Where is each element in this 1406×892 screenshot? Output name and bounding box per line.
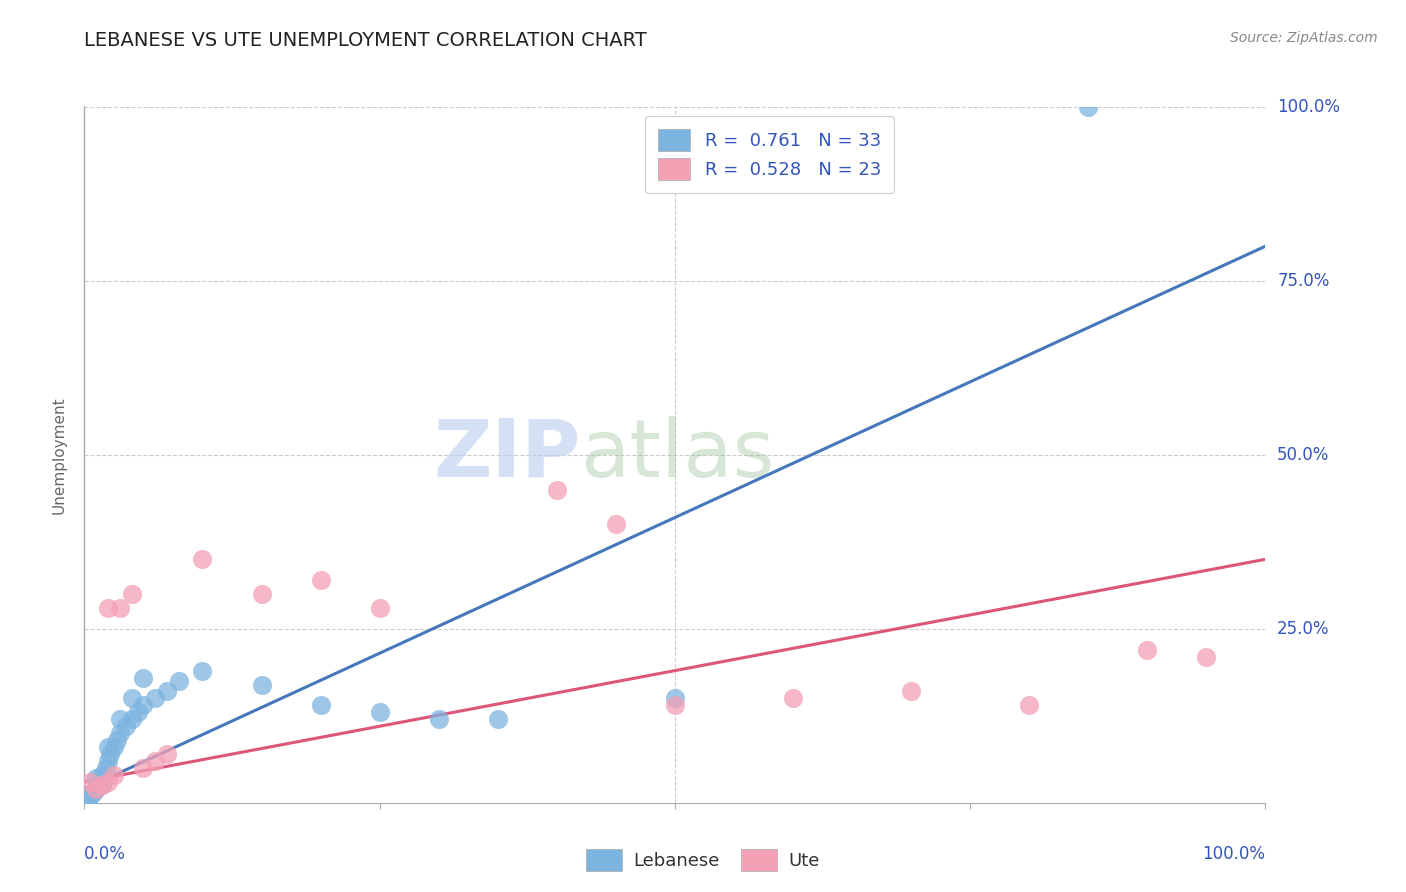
Point	[108, 712, 131, 726]
Point	[143, 691, 166, 706]
Point	[94, 761, 117, 775]
Text: Source: ZipAtlas.com: Source: ZipAtlas.com	[1230, 31, 1378, 45]
Point	[87, 775, 110, 789]
Point	[84, 781, 107, 796]
Point	[900, 684, 922, 698]
Point	[97, 775, 120, 789]
Point	[546, 483, 568, 497]
Text: LEBANESE VS UTE UNEMPLOYMENT CORRELATION CHART: LEBANESE VS UTE UNEMPLOYMENT CORRELATION…	[84, 31, 647, 50]
Point	[309, 573, 332, 587]
Point	[98, 747, 121, 761]
Legend: R =  0.761   N = 33, R =  0.528   N = 23: R = 0.761 N = 33, R = 0.528 N = 23	[645, 116, 894, 193]
Point	[84, 781, 107, 796]
Point	[368, 706, 391, 720]
Text: 25.0%: 25.0%	[1277, 620, 1330, 638]
Point	[427, 712, 450, 726]
Point	[167, 674, 190, 689]
Point	[156, 747, 179, 761]
Point	[83, 785, 105, 799]
Text: atlas: atlas	[581, 416, 775, 494]
Point	[309, 698, 332, 713]
Point	[191, 664, 214, 678]
Point	[108, 601, 131, 615]
Point	[368, 601, 391, 615]
Point	[91, 778, 114, 792]
Point	[79, 775, 101, 789]
Point	[97, 601, 120, 615]
Point	[250, 677, 273, 691]
Point	[114, 719, 136, 733]
Text: 75.0%: 75.0%	[1277, 272, 1330, 290]
Point	[77, 792, 100, 806]
Point	[97, 754, 120, 768]
Point	[143, 754, 166, 768]
Point	[84, 772, 107, 786]
Point	[91, 778, 114, 792]
Y-axis label: Unemployment: Unemployment	[51, 396, 66, 514]
Text: 50.0%: 50.0%	[1277, 446, 1330, 464]
Point	[605, 517, 627, 532]
Point	[103, 740, 125, 755]
Point	[97, 740, 120, 755]
Point	[1077, 100, 1099, 114]
Text: 100.0%: 100.0%	[1202, 845, 1265, 863]
Point	[250, 587, 273, 601]
Point	[1018, 698, 1040, 713]
Point	[108, 726, 131, 740]
Point	[191, 552, 214, 566]
Point	[156, 684, 179, 698]
Point	[121, 712, 143, 726]
Point	[1136, 642, 1159, 657]
Point	[107, 733, 129, 747]
Point	[127, 706, 149, 720]
Point	[664, 698, 686, 713]
Text: ZIP: ZIP	[433, 416, 581, 494]
Point	[664, 691, 686, 706]
Point	[132, 698, 155, 713]
Point	[132, 761, 155, 775]
Point	[1195, 649, 1218, 664]
Legend: Lebanese, Ute: Lebanese, Ute	[579, 842, 827, 879]
Text: 0.0%: 0.0%	[84, 845, 127, 863]
Point	[103, 768, 125, 782]
Point	[486, 712, 509, 726]
Point	[79, 789, 101, 803]
Point	[132, 671, 155, 685]
Text: 100.0%: 100.0%	[1277, 98, 1340, 116]
Point	[121, 587, 143, 601]
Point	[121, 691, 143, 706]
Point	[91, 768, 114, 782]
Point	[782, 691, 804, 706]
